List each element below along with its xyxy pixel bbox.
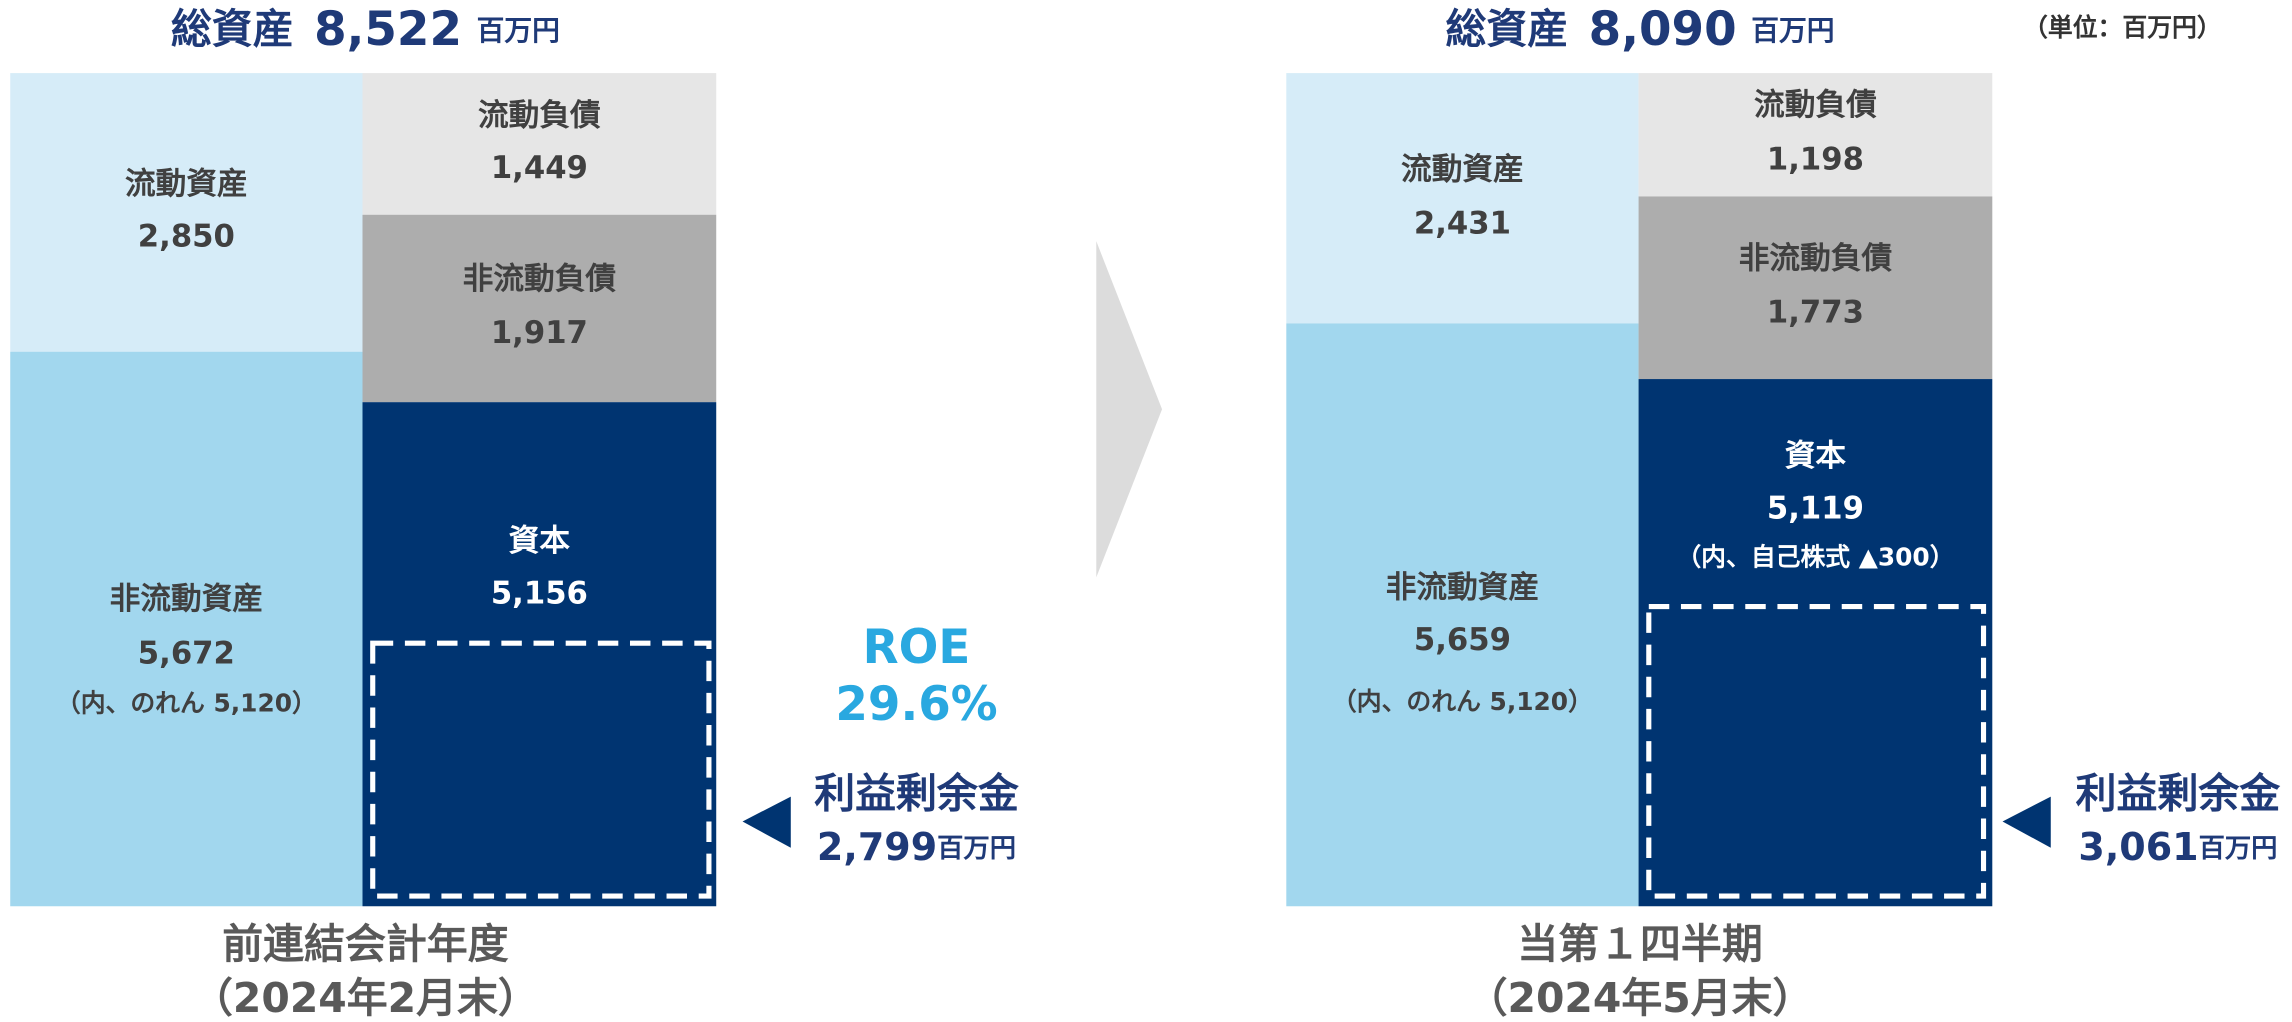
liabilities-block — [362, 402, 717, 907]
block-note: （内、のれん 5,120） — [56, 689, 317, 718]
retained-earnings-label: 利益剰余金 — [2076, 770, 2281, 818]
retained-earnings-value: 3,061 — [2078, 825, 2198, 869]
total-title: 総資産 8,522 百万円 — [171, 3, 560, 57]
block-value: 5,659 — [1414, 623, 1511, 658]
block-name: 流動資産 — [125, 167, 248, 202]
block-name: 資本 — [509, 524, 571, 559]
unit-note: （単位：百万円） — [2023, 13, 2222, 42]
liabilities-block — [1638, 196, 1993, 380]
total-value: 8,090 — [1589, 3, 1737, 57]
pointer — [2002, 796, 2051, 848]
block-value: 5,156 — [491, 576, 588, 611]
period-label: （2024年5月末） — [1467, 974, 1814, 1018]
retained-earnings-unit: 百万円 — [937, 834, 1016, 864]
retained-earnings-value: 2,799 — [817, 825, 937, 869]
block-value: 2,431 — [1414, 207, 1511, 242]
block-value: 1,917 — [491, 316, 588, 351]
total-label: 総資産 — [171, 5, 294, 53]
block-value: 5,672 — [138, 636, 235, 671]
roe-value: 29.6% — [835, 678, 997, 732]
block-name: 非流動負債 — [463, 262, 617, 297]
pointer — [742, 796, 791, 848]
period-label: （2024年2月末） — [192, 974, 539, 1018]
assets-block — [1286, 323, 1639, 907]
total-unit: 百万円 — [477, 14, 560, 47]
liabilities-block — [362, 73, 717, 215]
assets-block — [10, 351, 363, 907]
block-name: 資本 — [1785, 439, 1847, 474]
total-unit: 百万円 — [1751, 14, 1834, 47]
assets-block — [1286, 73, 1639, 324]
block-note: （内、のれん 5,120） — [1332, 687, 1593, 716]
liabilities-block — [1638, 73, 1993, 197]
total-label: 総資産 — [1446, 5, 1569, 53]
block-value: 1,449 — [491, 151, 588, 186]
block-name: 流動負債 — [478, 98, 601, 133]
retained-earnings-box — [1646, 604, 1987, 899]
block-value: 5,119 — [1767, 492, 1864, 527]
total-title: 総資産 8,090 百万円 — [1446, 3, 1835, 57]
retained-earnings-amount: 3,061百万円 — [2078, 825, 2277, 869]
canvas: （単位：百万円） ROE 29.6% 総資産 8,522 百万円流動資産2,850非… — [10, 3, 2281, 1022]
retained-earnings-amount: 2,799百万円 — [817, 825, 1016, 869]
retained-earnings-label: 利益剰余金 — [814, 770, 1019, 818]
block-name: 流動負債 — [1754, 88, 1877, 123]
period-label: 前連結会計年度 — [222, 920, 508, 968]
retained-earnings-box — [370, 640, 712, 899]
arrow — [1096, 241, 1163, 578]
roe-label: ROE — [863, 621, 971, 675]
liabilities-block — [362, 214, 717, 403]
block-name: 非流動負債 — [1739, 242, 1893, 277]
block-value: 1,198 — [1767, 142, 1864, 177]
liabilities-block — [1638, 379, 1993, 907]
period-label: 当第１四半期 — [1517, 920, 1762, 968]
block-value: 1,773 — [1767, 296, 1864, 331]
block-name: 流動資産 — [1401, 153, 1524, 188]
block-name: 非流動資産 — [110, 582, 263, 617]
total-value: 8,522 — [314, 3, 462, 57]
block-value: 2,850 — [138, 220, 235, 255]
assets-block — [10, 73, 363, 352]
block-name: 非流動資産 — [1386, 571, 1539, 606]
block-note: （内、自己株式 ▲300） — [1676, 542, 1954, 571]
retained-earnings-unit: 百万円 — [2199, 834, 2278, 864]
